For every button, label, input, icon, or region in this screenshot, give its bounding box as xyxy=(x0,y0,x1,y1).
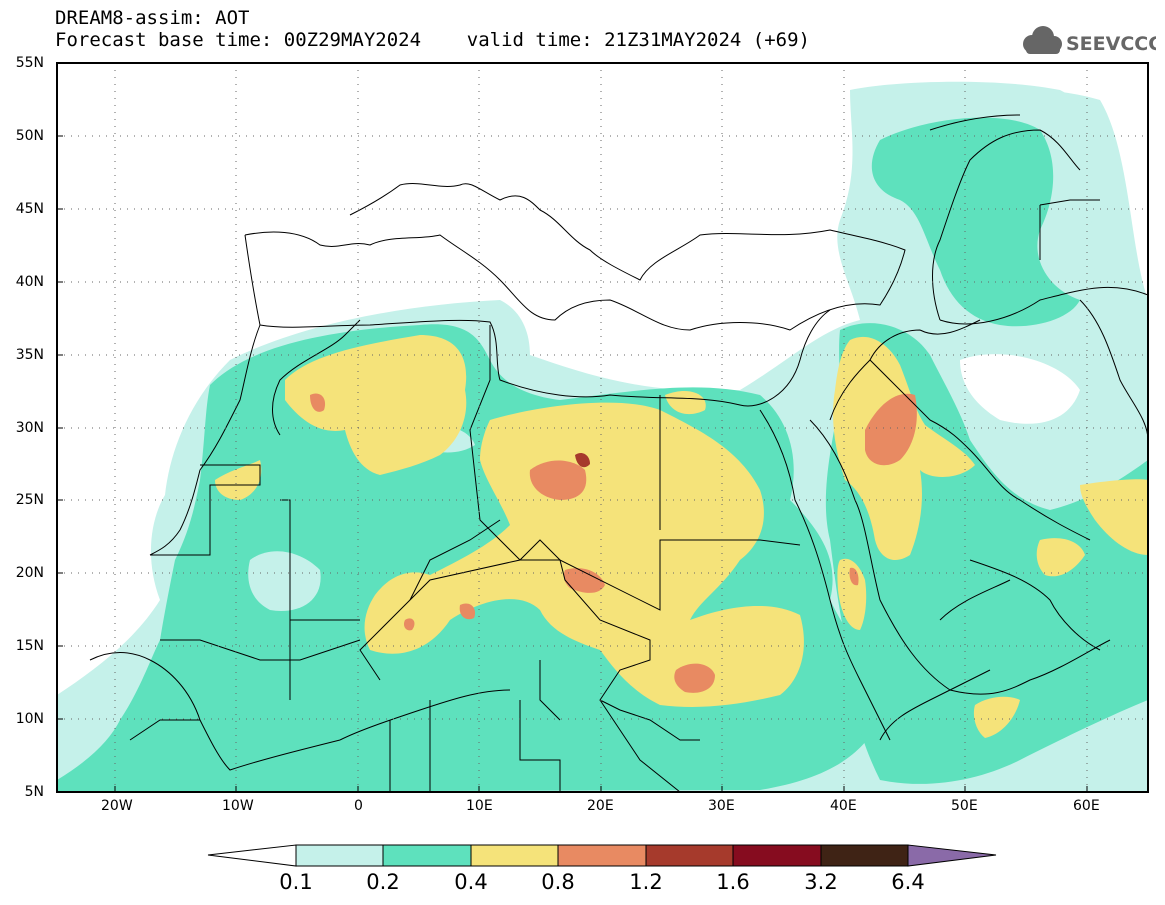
aot-contour-0.4 xyxy=(285,335,467,475)
lat-label-50n: 50N xyxy=(15,128,44,144)
lon-label-10w: 10W xyxy=(222,798,254,814)
colorbar-label-0.8: 0.8 xyxy=(541,870,575,894)
colorbar-swatch-0.8 xyxy=(557,844,647,867)
colorbar-swatch-1.2 xyxy=(645,844,734,867)
colorbar-swatch-1.6 xyxy=(732,844,822,867)
lat-label-55n: 55N xyxy=(15,55,44,71)
cloud-icon xyxy=(1023,26,1062,54)
lat-label-10n: 10N xyxy=(15,711,44,727)
map-title: DREAM8-assim: AOT xyxy=(55,7,250,29)
lon-label-0: 0 xyxy=(354,798,363,814)
lat-label-40n: 40N xyxy=(15,274,44,290)
colorbar-label-0.1: 0.1 xyxy=(279,870,313,894)
lon-label-30e: 30E xyxy=(708,798,735,814)
colorbar-label-3.2: 3.2 xyxy=(804,870,838,894)
lat-label-25n: 25N xyxy=(15,492,44,508)
lon-label-60e: 60E xyxy=(1073,798,1100,814)
aot-contour-0.8 xyxy=(529,460,587,500)
map-subtitle-times: Forecast base time: 00Z29MAY2024 valid t… xyxy=(55,29,810,51)
lon-label-20w: 20W xyxy=(101,798,133,814)
colorbar-swatch-0.1 xyxy=(295,844,384,867)
colorbar-swatch-0.2 xyxy=(382,844,472,867)
aot-contours xyxy=(57,63,1148,792)
lon-label-40e: 40E xyxy=(830,798,857,814)
coastlines-borders xyxy=(89,114,1148,792)
colorbar-label-1.2: 1.2 xyxy=(629,870,663,894)
graticule xyxy=(57,63,1148,792)
colorbar-label-1.6: 1.6 xyxy=(716,870,750,894)
colorbar-label-0.2: 0.2 xyxy=(366,870,400,894)
lat-label-5n: 5N xyxy=(24,784,44,800)
seevccc-logo: SEEVCCC xyxy=(1023,26,1156,55)
colorbar-swatch-0.4 xyxy=(470,844,559,867)
axis-ticks xyxy=(57,62,1088,793)
lon-label-50e: 50E xyxy=(951,798,978,814)
colorbar-swatch-below xyxy=(207,844,297,867)
colorbar-label-0.4: 0.4 xyxy=(454,870,488,894)
colorbar-label-6.4: 6.4 xyxy=(891,870,925,894)
lon-label-20e: 20E xyxy=(587,798,614,814)
lat-label-20n: 20N xyxy=(15,565,44,581)
lon-label-10e: 10E xyxy=(466,798,493,814)
colorbar-swatch-above xyxy=(907,844,997,867)
logo-text: SEEVCCC xyxy=(1066,33,1156,55)
aot-contour-1.2 xyxy=(575,453,590,468)
lat-label-45n: 45N xyxy=(15,201,44,217)
colorbar xyxy=(207,844,997,867)
colorbar-swatch-3.2 xyxy=(820,844,909,867)
lat-label-15n: 15N xyxy=(15,638,44,654)
lat-label-35n: 35N xyxy=(15,347,44,363)
lat-label-30n: 30N xyxy=(15,420,44,436)
